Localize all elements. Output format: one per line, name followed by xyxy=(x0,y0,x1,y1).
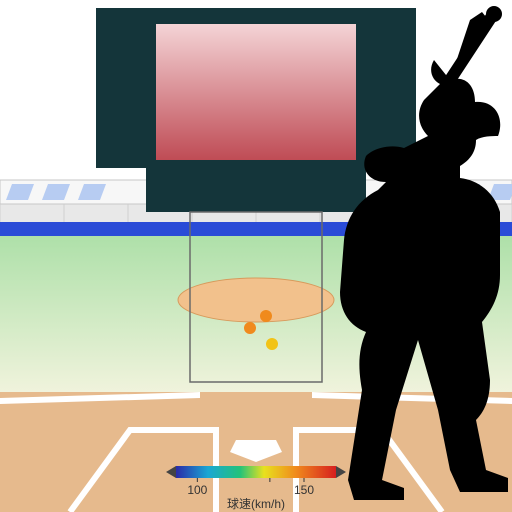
colorbar-tick-label: 100 xyxy=(187,483,207,497)
pitch-marker xyxy=(260,310,272,322)
pitchers-mound xyxy=(178,278,334,322)
scoreboard-screen xyxy=(156,24,356,160)
scoreboard-base xyxy=(146,168,366,212)
pitch-marker xyxy=(266,338,278,350)
colorbar-tick-label: 150 xyxy=(294,483,314,497)
pitch-marker xyxy=(244,322,256,334)
colorbar-label: 球速(km/h) xyxy=(227,497,285,511)
pitch-location-chart: 100 150 球速(km/h) xyxy=(0,0,512,512)
